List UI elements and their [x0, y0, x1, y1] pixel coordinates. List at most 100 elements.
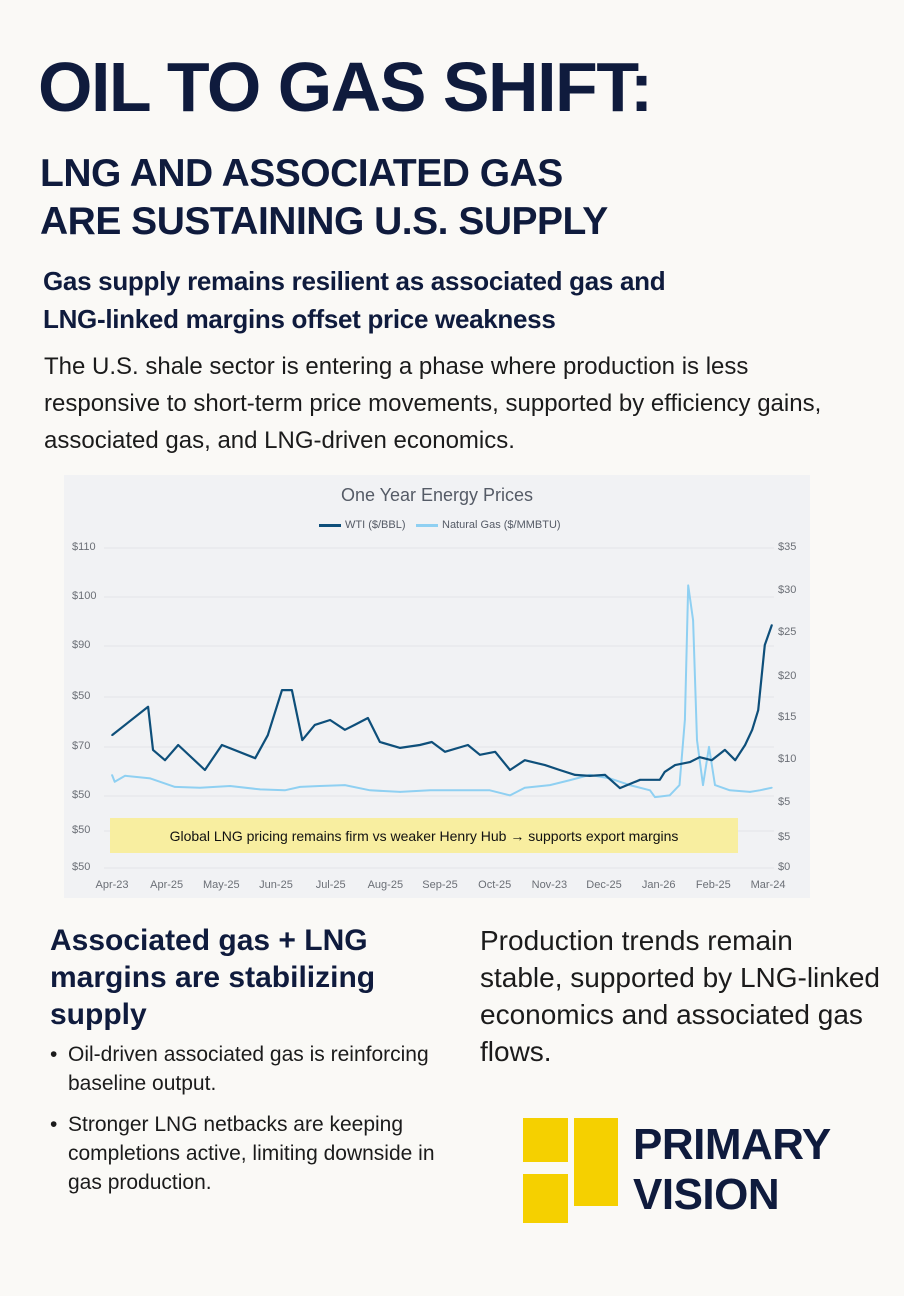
wti-data-point [147, 705, 149, 708]
wti-data-point [379, 741, 381, 743]
wti-data-point [267, 734, 269, 736]
wti-data-point [254, 757, 257, 760]
wti-data-point [204, 769, 206, 771]
page-title: OIL TO GAS SHIFT: [38, 48, 653, 126]
right-axis-tick-label: $5 [778, 796, 791, 808]
natural-gas-data-point [692, 619, 694, 622]
wti-data-point [604, 774, 606, 776]
wti-data-point [444, 751, 446, 753]
wti-data-point [301, 739, 304, 741]
wti-data-point [658, 778, 661, 781]
wti-data-point [111, 734, 113, 736]
natural-gas-data-point [759, 789, 761, 792]
wti-data-point [399, 747, 401, 749]
natural-gas-data-point [509, 794, 511, 797]
natural-gas-data-point [678, 784, 681, 786]
wti-data-point [344, 728, 346, 731]
energy-prices-chart: One Year Energy Prices WTI ($/BBL) Natur… [64, 475, 810, 898]
natural-gas-data-point [229, 785, 231, 787]
wti-data-point [467, 744, 469, 746]
right-axis-tick-label: $10 [778, 753, 797, 765]
page-headline: LNG AND ASSOCIATED GAS ARE SUSTAINING U.… [40, 150, 608, 246]
natural-gas-data-point [668, 794, 671, 797]
natural-gas-data-point [369, 789, 371, 792]
x-axis-tick-label: May-25 [202, 879, 240, 891]
natural-gas-data-point [259, 788, 261, 791]
wti-data-point [523, 759, 526, 761]
wti-data-point [291, 689, 293, 691]
x-axis-tick-label: Jan-26 [641, 879, 676, 891]
wti-data-point [710, 759, 713, 761]
natural-gas-data-point [696, 739, 698, 741]
left-axis-tick-label: $50 [72, 789, 91, 801]
wti-data-point [177, 744, 179, 746]
natural-gas-data-point [111, 774, 113, 776]
wti-data-point [698, 756, 701, 759]
natural-gas-data-point [199, 786, 201, 789]
logo-line-1: PRIMARY [633, 1120, 831, 1169]
x-axis-tick-label: Aug-25 [367, 879, 404, 891]
wti-data-point [544, 764, 546, 766]
natural-gas-data-point [124, 775, 126, 777]
right-axis-tick-label: $15 [778, 711, 797, 723]
left-axis-tick-label: $50 [72, 690, 91, 702]
legend-item-wti: WTI ($/BBL) [319, 519, 406, 531]
natural-gas-data-point [684, 718, 686, 721]
wti-data-point [152, 749, 154, 751]
legend-swatch-natural-gas [416, 523, 438, 527]
natural-gas-data-point [702, 784, 704, 786]
natural-gas-data-point [549, 784, 551, 786]
wti-data-point [744, 744, 746, 746]
wti-data-point [281, 689, 283, 691]
wti-data-point [734, 759, 737, 761]
wti-data-point [619, 787, 621, 789]
chart-annotation: Global LNG pricing remains firm vs weake… [110, 818, 738, 853]
wti-data-point [589, 775, 591, 777]
wti-data-point [329, 719, 331, 721]
wti-data-point [757, 709, 759, 711]
natural-gas-data-point [429, 789, 431, 792]
natural-gas-data-point [654, 796, 656, 798]
natural-gas-data-point [399, 791, 401, 793]
subtitle: Gas supply remains resilient as associat… [43, 262, 666, 338]
legend-label-natural-gas: Natural Gas ($/MMBTU) [442, 519, 561, 531]
natural-gas-data-point [344, 784, 346, 786]
natural-gas-data-point [318, 785, 321, 787]
natural-gas-data-point [523, 786, 526, 789]
intro-paragraph: The U.S. shale sector is entering a phas… [44, 353, 822, 454]
production-trends-text: Production trends remain stable, support… [480, 925, 880, 1067]
left-axis-tick-label: $70 [72, 740, 91, 752]
wti-data-point [639, 778, 641, 781]
x-axis-tick-label: Apr-23 [95, 879, 129, 891]
x-axis-tick-label: Dec-25 [586, 879, 622, 891]
left-axis-tick-label: $110 [72, 541, 96, 553]
wti-data-point [771, 624, 773, 626]
right-axis-tick-label: $0 [778, 861, 791, 873]
wti-data-point [558, 769, 561, 771]
summary-bullets: Oil-driven associated gas is reinforcing… [48, 1040, 468, 1209]
summary-heading: Associated gas + LNG margins are stabili… [50, 924, 376, 1031]
bullet-item: Oil-driven associated gas is reinforcing… [48, 1040, 468, 1098]
headline-line-1: LNG AND ASSOCIATED GAS [40, 152, 563, 195]
natural-gas-data-point [299, 786, 301, 788]
bullet-item: Stronger LNG netbacks are keeping comple… [48, 1110, 468, 1197]
x-axis-tick-label: Jul-25 [315, 879, 346, 891]
wti-data-point [418, 744, 421, 746]
x-axis-tick-label: Nov-23 [531, 879, 568, 891]
x-axis-tick-label: Apr-25 [150, 879, 184, 891]
x-axis-tick-label: Mar-24 [750, 879, 786, 891]
right-axis-tick-label: $30 [778, 584, 797, 596]
subtitle-line-1: Gas supply remains resilient as associat… [43, 266, 666, 296]
x-axis-tick-label: Oct-25 [478, 879, 512, 891]
wti-data-point [353, 724, 356, 726]
natural-gas-data-point [771, 786, 773, 789]
natural-gas-data-point [708, 746, 710, 748]
wti-data-point [509, 769, 511, 771]
natural-gas-data-point [649, 789, 651, 792]
right-axis-tick-label: $25 [778, 626, 797, 638]
wti-data-point [367, 717, 369, 719]
natural-gas-data-point [283, 789, 286, 792]
wti-data-point [751, 728, 753, 731]
natural-gas-data-point [149, 777, 152, 780]
logo-wordmark: PRIMARY VISION [633, 1120, 831, 1220]
